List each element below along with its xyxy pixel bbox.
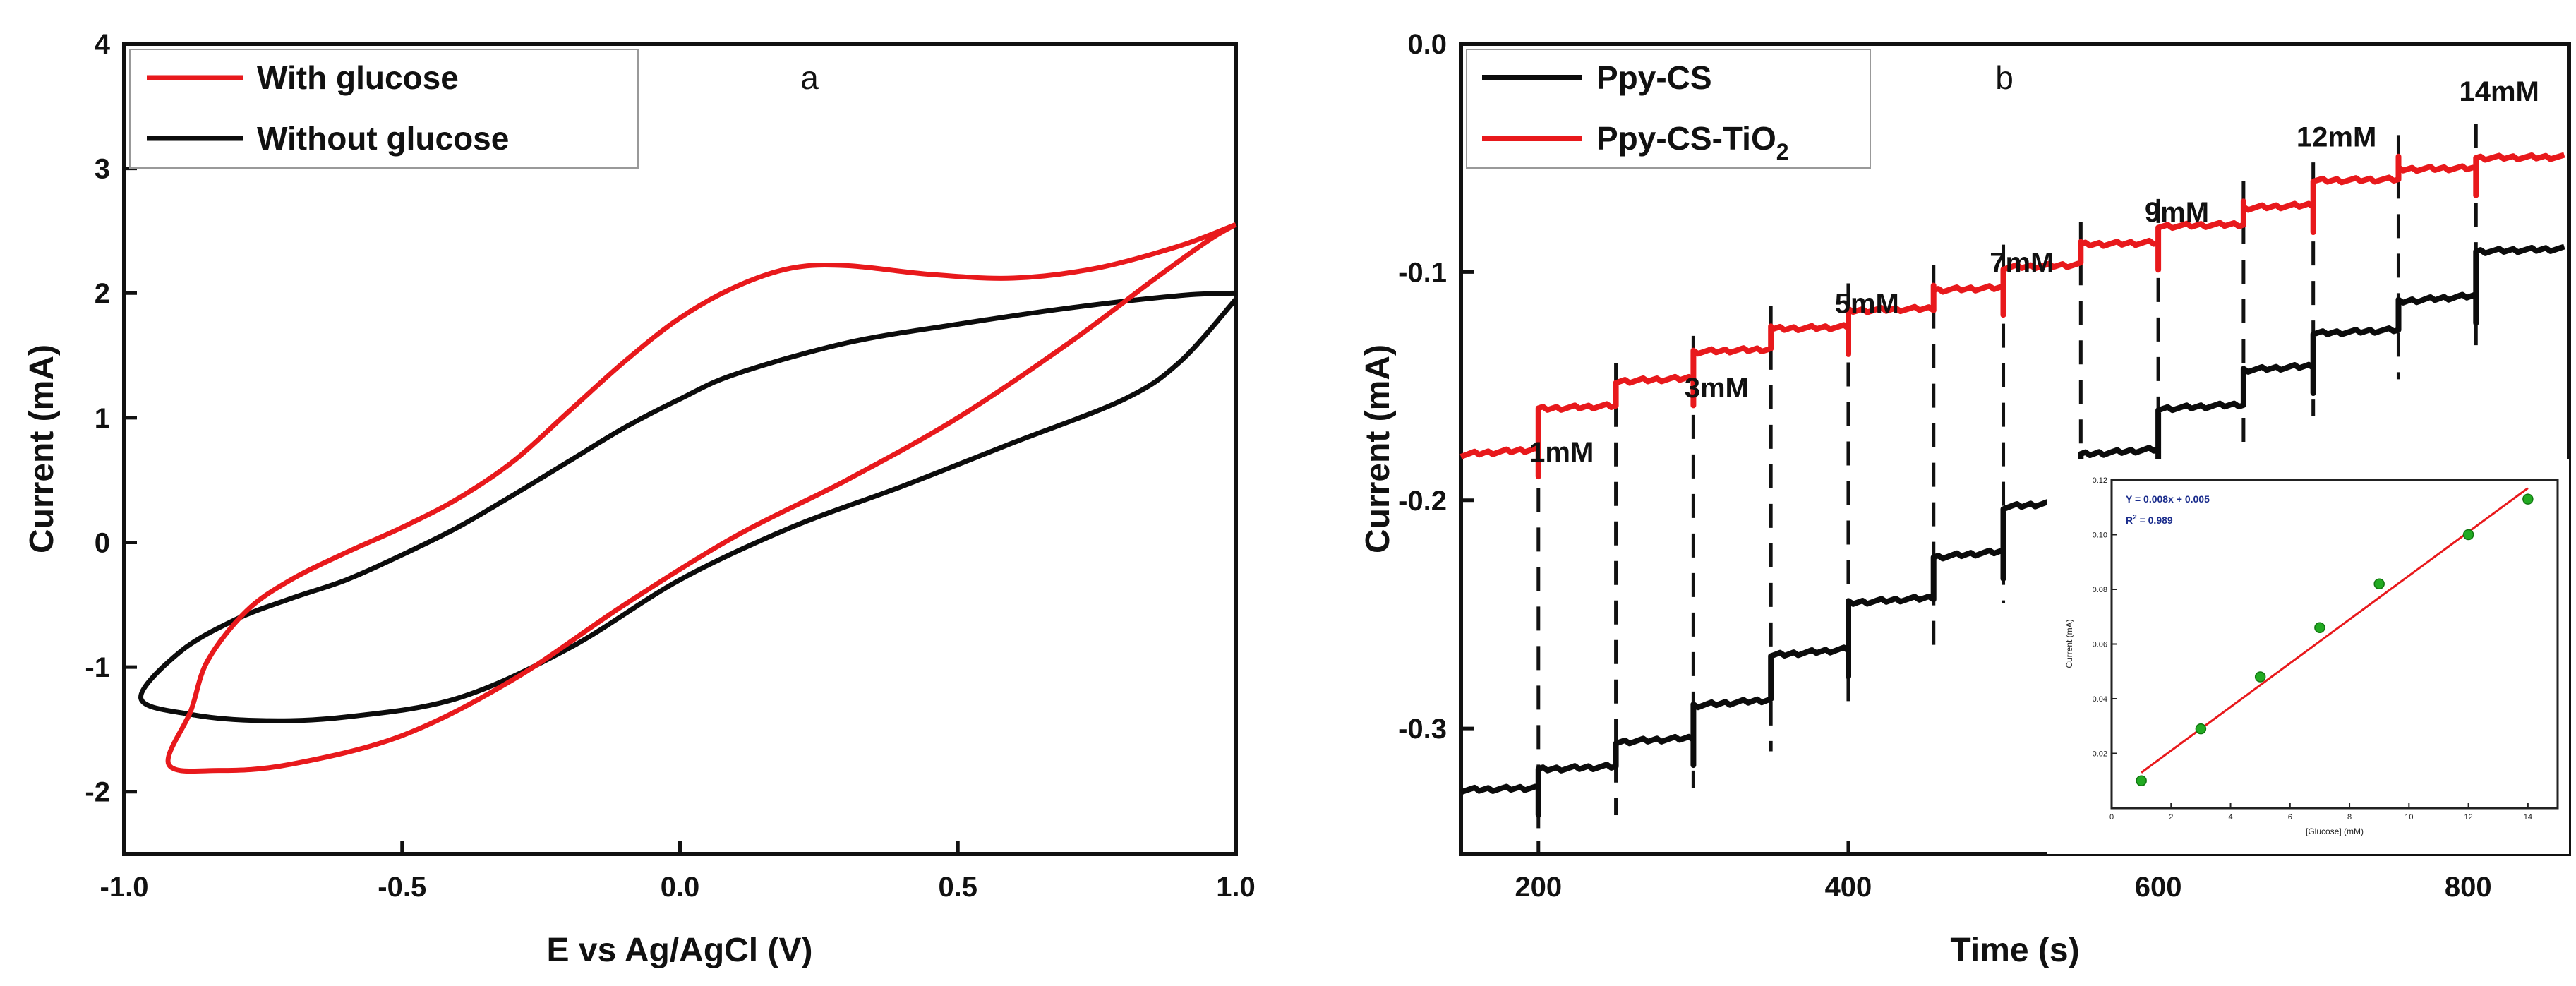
legend-label-ppy-cs: Ppy-CS: [1596, 59, 1712, 96]
chart-panel-b: 200 400 600 800 -0.3 -0.2 -0.1 0.0 1mM 3mM 5mM 7mM…: [1359, 29, 2571, 969]
x-tick-label-b-600: 600: [2135, 872, 2182, 903]
y-tick-label-a-4: 4: [95, 29, 111, 60]
y-tick-label-b-0-0: 0.0: [1407, 29, 1447, 60]
inset-x-tick-label-14: 14: [2524, 813, 2532, 822]
legend-box-b: [1466, 49, 1871, 169]
concentration-labels-b: 1mM 3mM 5mM 7mM 9mM 12mM 14mM: [1529, 76, 2539, 468]
x-tick-label-a-1-0: -1.0: [100, 872, 149, 903]
inset-y-tick-label-0-02: 0.02: [2093, 750, 2107, 759]
legend-label-ppy-cs-tio2-main: Ppy-CS-TiO: [1596, 120, 1776, 157]
inset-y-axis-title: Current (mA): [2064, 619, 2074, 668]
inset-y-tick-label-0-10: 0.10: [2093, 531, 2107, 540]
inset-point-7mm: [2314, 622, 2325, 633]
inset-equation: Y = 0.008x + 0.005: [2126, 493, 2210, 505]
concentration-label-12mm: 12mM: [2297, 122, 2376, 153]
concentration-label-1mm: 1mM: [1529, 437, 1594, 468]
x-tick-label-a-0-5: -0.5: [378, 872, 426, 903]
inset-x-tick-label-10: 10: [2405, 813, 2413, 822]
legend-b: Ppy-CS Ppy-CS-TiO2: [1466, 49, 1871, 169]
y-tick-label-b-0-1: -0.1: [1398, 257, 1447, 288]
panel-label-b: b: [1995, 59, 2014, 96]
y-tick-label-a-3: 3: [95, 154, 110, 185]
x-tick-label-b-200: 200: [1515, 872, 1562, 903]
x-tick-label-a-0-0: 0.0: [661, 872, 700, 903]
x-axis-title-a: E vs Ag/AgCl (V): [547, 932, 813, 969]
legend-label-without-glucose: Without glucose: [257, 120, 509, 157]
inset-x-tick-label-6: 6: [2288, 813, 2292, 822]
inset-marks: [2136, 487, 2534, 786]
y-tick-label-b-0-2: -0.2: [1398, 486, 1447, 517]
y-axis-title-a: Current (mA): [23, 344, 61, 553]
inset-point-3mm: [2195, 723, 2207, 735]
series-line-ppy-cs-tio2: [1459, 152, 2565, 480]
legend-label-ppy-cs-tio2: Ppy-CS-TiO2: [1596, 120, 1789, 164]
concentration-label-7mm: 7mM: [1990, 247, 2054, 278]
inset-r-squared: R2 = 0.989: [2126, 514, 2173, 526]
chart-panel-a: -1.0 -0.5 0.0 0.5 1.0 -2 -1 0 1 2 3 4 With glucose …: [23, 29, 1256, 969]
series-line-ppy-cs: [1459, 244, 2565, 818]
inset-x-tick-label-12: 12: [2464, 813, 2472, 822]
inset-point-14mm: [2522, 493, 2534, 505]
x-tick-label-a-0-5: 0.5: [938, 872, 977, 903]
inset-point-1mm: [2136, 775, 2147, 786]
inset-r-squared-exponent: 2: [2133, 514, 2137, 522]
concentration-label-5mm: 5mM: [1835, 289, 1899, 320]
inset-x-tick-label-8: 8: [2347, 813, 2352, 822]
series-line-with-glucose: [165, 222, 1237, 774]
y-tick-label-b-0-3: -0.3: [1398, 714, 1447, 745]
series-group-a: [138, 222, 1238, 774]
inset-x-tick-label-2: 2: [2169, 813, 2173, 822]
inset-axis-ticks: 0 2 4 6 8 10 12 14 0.02 0.04 0.06 0.08 0.10 0.12: [2093, 476, 2532, 822]
series-line-without-glucose: [138, 290, 1238, 723]
inset-point-5mm: [2254, 671, 2266, 683]
inset-background: [2047, 459, 2569, 854]
inset-point-9mm: [2373, 578, 2385, 589]
y-axis-title-b: Current (mA): [1359, 344, 1397, 553]
inset-y-tick-label-0-12: 0.12: [2093, 476, 2107, 485]
inset-y-tick-label-0-08: 0.08: [2093, 586, 2107, 594]
x-axis-title-b: Time (s): [1950, 932, 2079, 969]
legend-label-ppy-cs-tio2-subscript: 2: [1776, 139, 1789, 164]
inset-x-tick-label-4: 4: [2228, 813, 2232, 822]
y-tick-label-a-2: -2: [85, 777, 110, 808]
inset-x-axis-title: [Glucose] (mM): [2306, 826, 2364, 836]
x-tick-label-a-1-0: 1.0: [1216, 872, 1256, 903]
inset-r-squared-r: R: [2126, 515, 2133, 526]
inset-calibration-plot: 0 2 4 6 8 10 12 14 0.02 0.04 0.06 0.08 0.10 0.12 Y = …: [2047, 459, 2569, 854]
panel-label-a: a: [800, 59, 819, 96]
inset-point-12mm: [2462, 529, 2474, 541]
legend-a: With glucose Without glucose: [129, 49, 639, 169]
inset-r-squared-value: = 0.989: [2137, 515, 2173, 526]
y-tick-label-a-1: 1: [95, 403, 110, 434]
inset-y-tick-label-0-04: 0.04: [2093, 695, 2107, 704]
concentration-label-3mm: 3mM: [1685, 373, 1749, 404]
concentration-label-14mm: 14mM: [2459, 76, 2539, 107]
series-group-b: [1459, 152, 2565, 818]
legend-box-a: [129, 49, 639, 169]
inset-y-tick-label-0-06: 0.06: [2093, 641, 2107, 649]
y-tick-label-a-0: 0: [95, 527, 110, 558]
concentration-label-9mm: 9mM: [2145, 197, 2209, 228]
legend-label-with-glucose: With glucose: [257, 59, 459, 96]
plot-frame-b: [1459, 42, 2571, 856]
y-tick-label-a-1: -1: [85, 652, 110, 683]
y-tick-label-a-2: 2: [95, 278, 110, 309]
inset-x-tick-label-0: 0: [2109, 813, 2114, 822]
x-tick-label-b-400: 400: [1825, 872, 1872, 903]
x-tick-label-b-800: 800: [2445, 872, 2492, 903]
